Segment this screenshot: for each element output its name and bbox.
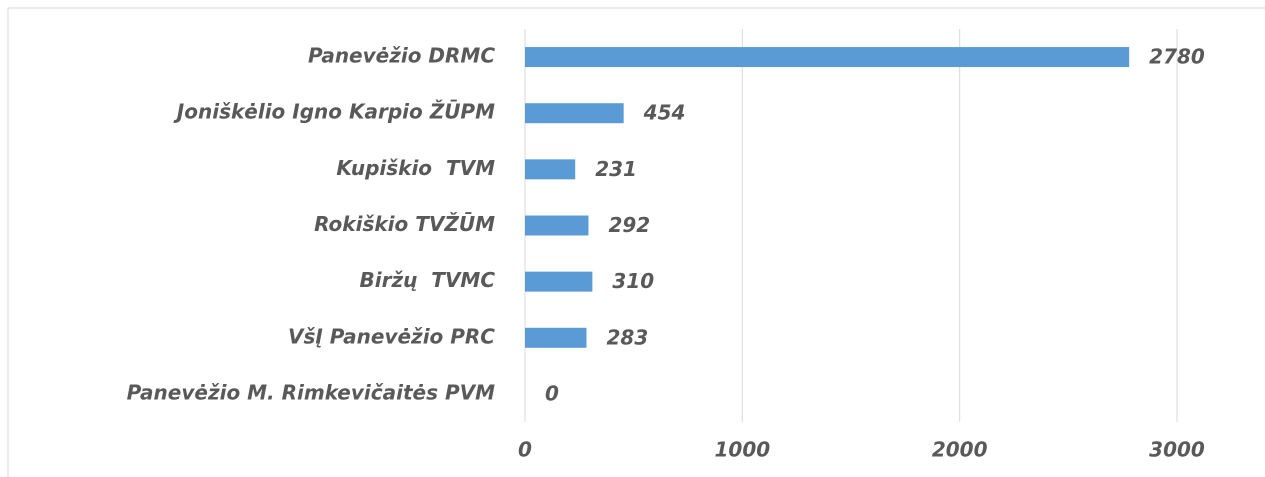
- data-label: 0: [545, 381, 559, 405]
- y-tick-label: Rokiškio TVŽŪM: [314, 212, 495, 236]
- y-tick-label: Joniškėlio Igno Karpio ŽŪPM: [173, 100, 495, 124]
- data-label: 454: [643, 101, 686, 125]
- x-tick-label: 0: [518, 438, 532, 462]
- bar: [525, 327, 587, 348]
- bar: [525, 103, 624, 124]
- y-tick-label: Panevėžio DRMC: [308, 44, 495, 68]
- data-label: 310: [612, 269, 654, 293]
- bar: [525, 215, 589, 236]
- x-tick-label: 1000: [714, 438, 770, 462]
- x-tick-label: 2000: [932, 438, 988, 462]
- y-tick-label: Kupiškio TVM: [336, 156, 495, 180]
- bar: [525, 47, 1130, 68]
- x-tick-label: 3000: [1149, 438, 1205, 462]
- y-tick-label: Panevėžio M. Rimkevičaitės PVM: [127, 380, 495, 404]
- y-tick-label: Biržų TVMC: [360, 268, 496, 292]
- data-label: 2780: [1149, 45, 1205, 69]
- data-label: 231: [595, 157, 637, 181]
- data-label: 292: [608, 213, 650, 237]
- y-tick-label: VšĮ Panevėžio PRC: [288, 324, 495, 348]
- bar: [525, 271, 593, 292]
- bar: [525, 159, 576, 180]
- data-label: 283: [607, 325, 649, 349]
